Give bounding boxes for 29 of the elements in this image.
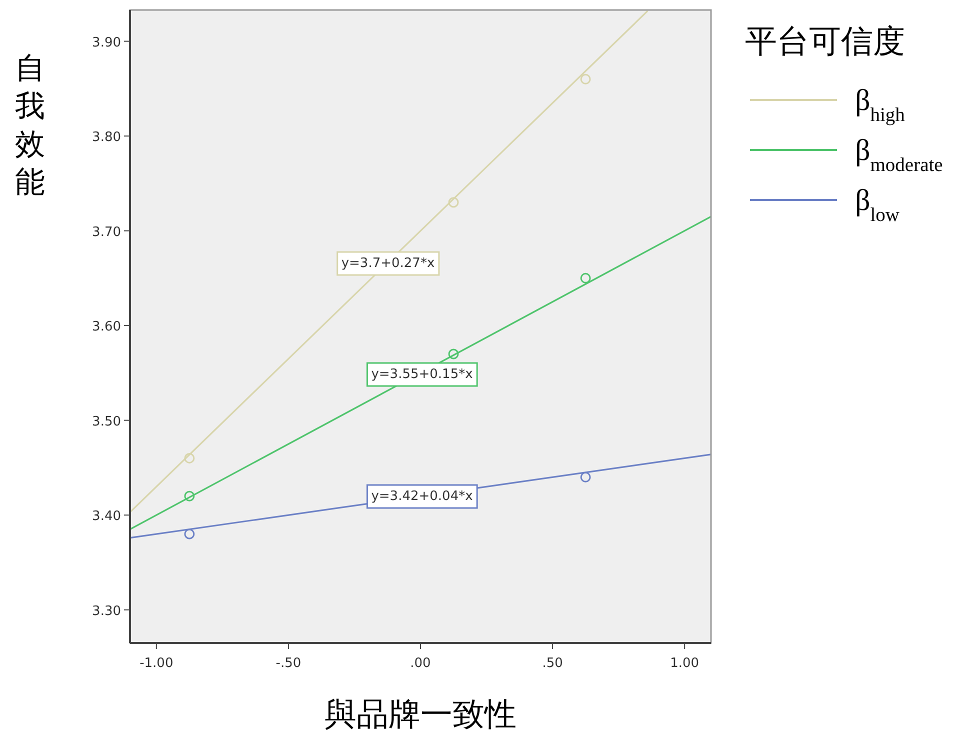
annotation: y=3.55+0.15*x bbox=[371, 367, 474, 382]
x-tick-label: .00 bbox=[410, 656, 431, 671]
legend-label: β$_{moderate}$ bbox=[855, 134, 943, 176]
legend-label: β$_{high}$ bbox=[855, 84, 906, 126]
point bbox=[184, 528, 195, 540]
annotation: y=3.7+0.27*x bbox=[341, 256, 435, 271]
legend-title: 平台可信度 bbox=[745, 22, 905, 60]
y-tick-label: 3.30 bbox=[92, 604, 121, 619]
x-tick-label: -.50 bbox=[276, 656, 302, 671]
y-tick-label: 3.40 bbox=[92, 509, 121, 524]
y-tick-label: 3.80 bbox=[92, 130, 121, 146]
x-tick-label: -1.00 bbox=[140, 656, 174, 671]
y-axis-title: 自我效能 bbox=[15, 51, 45, 200]
point bbox=[580, 472, 591, 482]
point bbox=[580, 74, 591, 84]
x-axis-title: 與品牌一致性 bbox=[324, 695, 516, 733]
y-tick-label: 3.50 bbox=[92, 414, 121, 430]
point bbox=[448, 197, 459, 208]
y-tick-label: 3.90 bbox=[92, 35, 121, 50]
x-tick-label: .50 bbox=[542, 656, 563, 671]
x-tick-label: 1.00 bbox=[670, 656, 700, 671]
point bbox=[184, 452, 195, 464]
y-tick-label: 3.60 bbox=[92, 320, 121, 335]
point bbox=[448, 348, 459, 360]
point bbox=[184, 490, 195, 502]
annotation: y=3.42+0.04*x bbox=[371, 489, 474, 504]
point bbox=[580, 272, 591, 284]
y-tick-label: 3.70 bbox=[92, 224, 121, 240]
legend-label: β$_{low}$ bbox=[855, 184, 900, 226]
